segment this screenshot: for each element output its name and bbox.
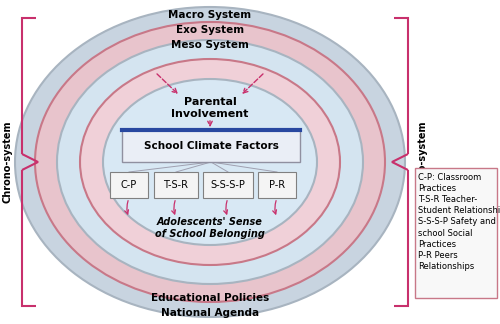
Text: P-R: P-R xyxy=(269,180,285,190)
Text: Chrono-system: Chrono-system xyxy=(3,121,13,203)
Text: S-S-S-P: S-S-S-P xyxy=(210,180,246,190)
Ellipse shape xyxy=(35,22,385,302)
Text: National Agenda: National Agenda xyxy=(161,308,259,318)
Bar xyxy=(415,168,497,298)
Text: Meso System: Meso System xyxy=(171,40,249,50)
Ellipse shape xyxy=(80,59,340,265)
Text: C-P: C-P xyxy=(121,180,137,190)
Bar xyxy=(258,172,296,198)
Ellipse shape xyxy=(57,40,363,284)
Text: T-S-R: T-S-R xyxy=(164,180,188,190)
Text: Exo System: Exo System xyxy=(176,25,244,35)
Ellipse shape xyxy=(103,79,317,245)
Text: Parental
Involvement: Parental Involvement xyxy=(172,97,248,119)
Bar xyxy=(122,130,300,162)
Text: School Climate Factors: School Climate Factors xyxy=(144,141,278,151)
Bar xyxy=(154,172,198,198)
Ellipse shape xyxy=(15,7,405,317)
Text: Macro System: Macro System xyxy=(168,10,252,20)
Text: Educational Policies: Educational Policies xyxy=(151,293,269,303)
Bar xyxy=(203,172,253,198)
Text: Adolescents' Sense
of School Belonging: Adolescents' Sense of School Belonging xyxy=(155,217,265,239)
Text: C-P: Classroom
Practices
T-S-R Teacher-
Student Relationship
S-S-S-P Safety and
: C-P: Classroom Practices T-S-R Teacher- … xyxy=(418,173,500,271)
Bar xyxy=(110,172,148,198)
Text: Chrono-system: Chrono-system xyxy=(417,121,427,203)
